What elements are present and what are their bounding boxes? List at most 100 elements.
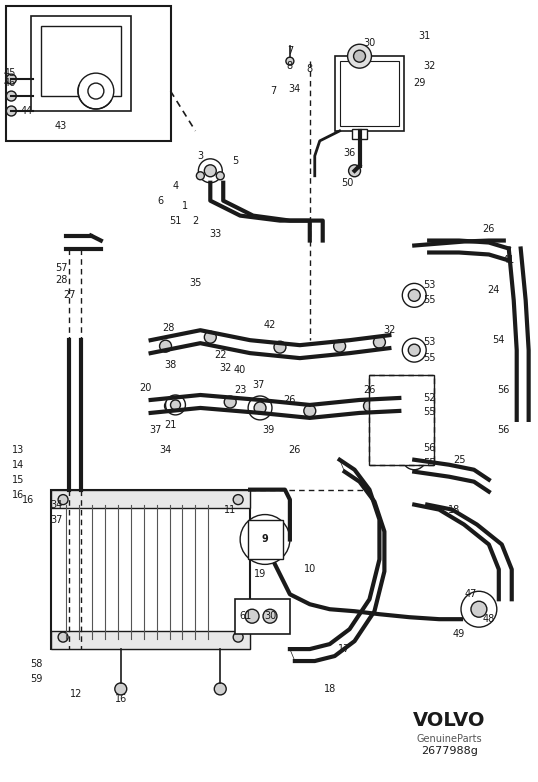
Circle shape [6, 91, 16, 101]
Bar [6, 6, 171, 141]
Text: 48: 48 [483, 614, 495, 624]
Text: 41: 41 [502, 256, 515, 265]
Text: 53: 53 [423, 337, 435, 347]
Text: 38: 38 [165, 360, 176, 370]
Bar [41, 27, 121, 96]
Text: 26: 26 [483, 224, 495, 234]
Circle shape [250, 525, 280, 554]
Text: 57: 57 [55, 264, 67, 274]
Circle shape [274, 341, 286, 353]
Text: 2: 2 [192, 216, 199, 226]
Circle shape [373, 336, 385, 348]
Text: 37: 37 [252, 380, 264, 390]
Circle shape [353, 50, 365, 63]
Text: 25: 25 [453, 455, 465, 465]
Text: 10: 10 [303, 565, 316, 574]
Text: 44: 44 [20, 106, 32, 116]
Circle shape [402, 446, 426, 470]
Text: 16: 16 [115, 694, 127, 704]
Text: 50: 50 [342, 178, 354, 188]
Polygon shape [290, 460, 385, 661]
Text: 34: 34 [50, 500, 62, 510]
Bar [351, 129, 367, 139]
Text: 3: 3 [197, 151, 203, 161]
Circle shape [402, 283, 426, 307]
Circle shape [408, 289, 420, 301]
Text: 55: 55 [423, 407, 435, 417]
Circle shape [224, 396, 236, 408]
Bar [339, 61, 399, 126]
Text: VOLVO: VOLVO [413, 712, 485, 730]
Circle shape [408, 399, 420, 411]
Circle shape [216, 172, 224, 180]
Text: 32: 32 [219, 363, 231, 373]
Circle shape [88, 83, 104, 99]
Text: 39: 39 [262, 425, 274, 435]
Text: 13: 13 [12, 445, 24, 455]
Circle shape [115, 683, 127, 695]
Circle shape [461, 591, 497, 627]
Text: 30: 30 [264, 612, 276, 621]
Text: 26: 26 [289, 445, 301, 455]
Text: 16: 16 [22, 494, 34, 504]
Circle shape [196, 172, 204, 180]
Circle shape [58, 632, 68, 642]
Text: 51: 51 [169, 216, 182, 226]
Bar [51, 490, 250, 508]
Text: 28: 28 [162, 323, 175, 333]
Circle shape [233, 495, 243, 504]
Text: 1: 1 [182, 201, 188, 210]
Text: 42: 42 [264, 321, 276, 330]
Text: 21: 21 [164, 420, 176, 430]
Text: 46: 46 [3, 78, 16, 88]
Circle shape [471, 601, 487, 617]
Text: 14: 14 [12, 460, 24, 470]
Text: 34: 34 [289, 84, 301, 94]
Circle shape [349, 165, 360, 177]
Text: 56: 56 [498, 425, 510, 435]
Text: 27: 27 [63, 290, 75, 300]
Text: 35: 35 [189, 278, 202, 289]
Circle shape [78, 74, 114, 109]
Text: 34: 34 [159, 445, 172, 455]
Text: 43: 43 [55, 121, 67, 131]
Text: 26: 26 [363, 385, 376, 395]
Bar [370, 375, 434, 465]
Text: 31: 31 [418, 31, 430, 41]
Text: 12: 12 [70, 689, 82, 699]
Text: 7: 7 [270, 86, 276, 96]
Circle shape [240, 515, 290, 565]
Text: 28: 28 [55, 275, 67, 285]
Circle shape [245, 609, 259, 623]
Text: 32: 32 [423, 61, 435, 71]
Text: 55: 55 [423, 353, 435, 363]
Text: 8: 8 [307, 64, 313, 74]
Circle shape [204, 165, 216, 177]
Bar [235, 599, 290, 634]
Text: 47: 47 [465, 590, 477, 599]
Text: 22: 22 [214, 350, 226, 361]
Text: GenuineParts: GenuineParts [416, 734, 482, 744]
Text: 45: 45 [3, 68, 16, 78]
Text: 20: 20 [139, 383, 152, 393]
Text: 56: 56 [423, 443, 435, 453]
Text: 29: 29 [413, 78, 426, 88]
Circle shape [408, 344, 420, 356]
Circle shape [334, 340, 345, 352]
Text: 52: 52 [423, 393, 435, 403]
Circle shape [259, 533, 271, 546]
Text: 40: 40 [234, 365, 246, 375]
Circle shape [166, 395, 186, 415]
Circle shape [364, 400, 376, 412]
Text: 5: 5 [232, 156, 238, 166]
Text: 19: 19 [254, 569, 266, 579]
Circle shape [204, 332, 216, 343]
Text: 58: 58 [30, 659, 43, 669]
Text: 15: 15 [12, 475, 25, 485]
Circle shape [402, 338, 426, 362]
Text: 24: 24 [487, 285, 500, 296]
Circle shape [286, 57, 294, 65]
Bar [248, 519, 283, 559]
Text: 4: 4 [172, 181, 179, 191]
Circle shape [408, 452, 420, 464]
